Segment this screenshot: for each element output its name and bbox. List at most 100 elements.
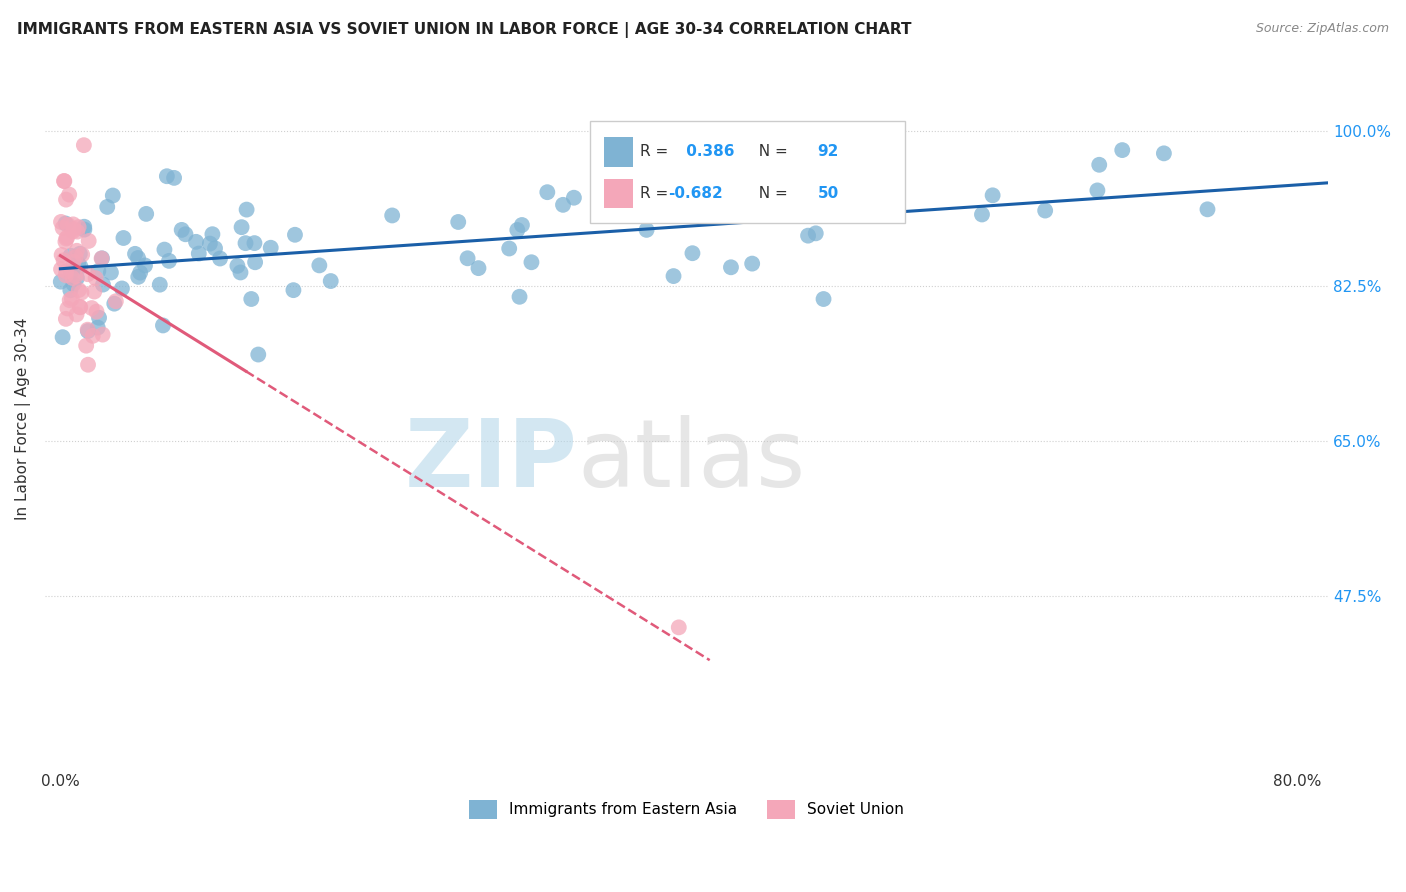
Point <box>86 320 108 334</box>
Point <box>66 271 89 285</box>
Point <box>65 308 87 322</box>
Point <box>86 304 108 318</box>
Point <box>76 323 98 337</box>
Point <box>49 215 72 229</box>
Point <box>235 202 257 217</box>
Y-axis label: In Labor Force | Age 30-34: In Labor Force | Age 30-34 <box>15 318 31 520</box>
Point <box>58 187 80 202</box>
Text: 0.386: 0.386 <box>682 145 735 160</box>
Point <box>69 300 91 314</box>
Point <box>66 244 89 258</box>
Point <box>231 220 253 235</box>
Point <box>69 246 91 260</box>
Point <box>509 290 531 304</box>
Point <box>506 223 529 237</box>
Legend: Immigrants from Eastern Asia, Soviet Union: Immigrants from Eastern Asia, Soviet Uni… <box>463 794 910 825</box>
Point <box>103 296 125 310</box>
Point <box>243 255 266 269</box>
Point <box>60 292 83 306</box>
Point <box>226 259 249 273</box>
Point <box>498 242 520 256</box>
Point <box>184 235 207 249</box>
Point <box>149 277 172 292</box>
Point <box>1197 202 1219 217</box>
Point <box>87 310 110 325</box>
Point <box>623 203 645 218</box>
Point <box>235 236 257 251</box>
Point <box>77 358 100 372</box>
Point <box>104 294 127 309</box>
Point <box>112 231 135 245</box>
Point <box>681 246 703 260</box>
Point <box>69 301 91 315</box>
Point <box>59 249 82 263</box>
Point <box>124 247 146 261</box>
Point <box>720 260 742 275</box>
Point <box>70 247 93 261</box>
Point <box>284 227 307 242</box>
Point <box>111 281 134 295</box>
Point <box>156 169 179 184</box>
Point <box>101 188 124 202</box>
Point <box>65 269 87 284</box>
Text: R =: R = <box>640 186 673 201</box>
Point <box>87 264 110 278</box>
Point <box>67 220 90 235</box>
FancyBboxPatch shape <box>605 178 633 208</box>
Point <box>381 209 404 223</box>
Point <box>135 207 157 221</box>
Point <box>62 254 84 268</box>
Point <box>80 301 103 315</box>
Point <box>844 194 866 209</box>
Point <box>62 277 84 291</box>
Text: atlas: atlas <box>578 415 806 507</box>
Text: ZIP: ZIP <box>405 415 578 507</box>
Point <box>73 222 96 236</box>
Point <box>59 283 82 297</box>
Point <box>63 222 86 236</box>
Text: 50: 50 <box>817 186 838 201</box>
Point <box>741 257 763 271</box>
Point <box>510 218 533 232</box>
Point <box>970 207 993 221</box>
Text: R =: R = <box>640 145 673 160</box>
Point <box>134 259 156 273</box>
Point <box>52 253 75 268</box>
Point <box>1087 183 1109 197</box>
Point <box>260 241 283 255</box>
Point <box>1088 158 1111 172</box>
Text: IMMIGRANTS FROM EASTERN ASIA VS SOVIET UNION IN LABOR FORCE | AGE 30-34 CORRELAT: IMMIGRANTS FROM EASTERN ASIA VS SOVIET U… <box>17 22 911 38</box>
Text: 92: 92 <box>817 145 839 160</box>
Point <box>129 266 152 280</box>
Point <box>127 269 149 284</box>
Point <box>198 236 221 251</box>
Point <box>163 170 186 185</box>
Point <box>157 253 180 268</box>
Point <box>66 225 89 239</box>
Point <box>772 198 794 212</box>
Point <box>243 236 266 251</box>
Point <box>51 248 73 262</box>
Point <box>49 275 72 289</box>
Text: N =: N = <box>749 145 793 160</box>
Point <box>55 311 77 326</box>
Point <box>152 318 174 333</box>
FancyBboxPatch shape <box>605 137 633 167</box>
Point <box>247 347 270 361</box>
Point <box>520 255 543 269</box>
Point <box>467 261 489 276</box>
Point <box>804 202 827 217</box>
Point <box>77 234 100 248</box>
Point <box>52 221 75 235</box>
Point <box>981 188 1004 202</box>
Text: -0.682: -0.682 <box>668 186 723 201</box>
Point <box>100 266 122 280</box>
Point <box>562 191 585 205</box>
Point <box>59 265 82 279</box>
Point <box>73 219 96 234</box>
Point <box>813 292 835 306</box>
Point <box>55 235 77 249</box>
Point <box>65 250 87 264</box>
Point <box>59 293 82 308</box>
Point <box>1153 146 1175 161</box>
